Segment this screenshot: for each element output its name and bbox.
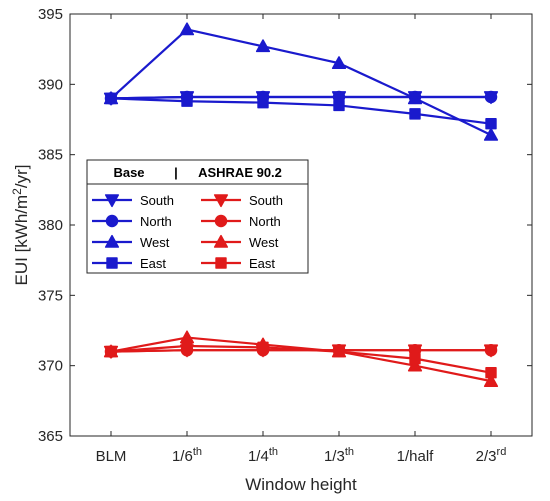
y-tick-label: 370 [38,358,63,375]
data-point [484,90,498,104]
legend-marker-ashrae [214,214,228,228]
legend-title-separator: | [174,165,178,180]
y-tick-label: 390 [38,76,63,93]
legend-label-base: West [140,235,170,250]
legend-label-ashrae: West [249,235,279,250]
legend-box [86,159,309,274]
series-ashrae-east [105,340,497,379]
data-point [179,22,195,36]
legend-marker-ashrae [213,194,229,208]
series-layer [103,22,499,387]
data-point [255,39,271,53]
data-point [484,343,498,357]
data-point [483,127,499,141]
x-tick-label: 1/3th [324,446,354,465]
series-line [110,97,492,125]
legend-marker-base [104,234,120,248]
series-line [110,344,492,374]
data-point [105,345,117,358]
legend-title-base: Base [113,165,144,180]
data-point [333,345,345,358]
x-tick-label: 1/half [397,448,435,465]
x-axis-label: Window height [245,475,357,494]
legend-marker-base [104,194,120,208]
y-tick-label: 385 [38,147,63,164]
y-tick-label: 375 [38,287,63,304]
x-tick-label: 1/4th [248,446,278,465]
legend-label-base: South [140,193,174,208]
legend: Base | ASHRAE 90.2 South South North North West… [86,159,309,274]
data-point [181,95,193,107]
data-point [485,367,497,379]
y-tick-label: 365 [38,428,63,445]
legend-label-base: East [140,256,166,271]
data-point [407,91,423,105]
series-line [110,336,492,383]
legend-label-base: North [140,214,172,229]
axes-layer: 365 370 375 380 385 390 395 BLM 1/6th 1/4th 1/3th 1… [10,6,533,494]
legend-title-ashrae: ASHRAE 90.2 [198,165,282,180]
data-point [257,96,269,109]
data-point [409,108,421,120]
data-point [333,99,345,112]
x-tick-label: BLM [96,448,127,465]
series-line [110,95,491,100]
series-base-east [105,92,497,130]
data-point [409,352,421,365]
x-tick-label: 1/6th [172,446,202,465]
series-line [110,28,492,136]
legend-label-ashrae: South [249,193,283,208]
legend-label-ashrae: East [249,256,275,271]
legend-marker-ashrae [215,257,227,269]
data-point [257,341,269,354]
data-point [181,340,193,352]
legend-marker-ashrae [213,234,229,248]
legend-marker-base [105,214,119,228]
y-tick-label: 395 [38,6,63,23]
legend-label-ashrae: North [249,214,281,229]
data-point [105,92,117,105]
y-tick-label: 380 [38,217,63,234]
x-tick-label: 2/3rd [476,446,507,465]
data-point [407,358,423,372]
y-axis-label: EUI [kWh/m2/yr] [10,165,31,286]
legend-marker-base [106,257,118,269]
data-point [485,118,497,130]
data-point [331,56,347,70]
data-point [483,374,499,387]
